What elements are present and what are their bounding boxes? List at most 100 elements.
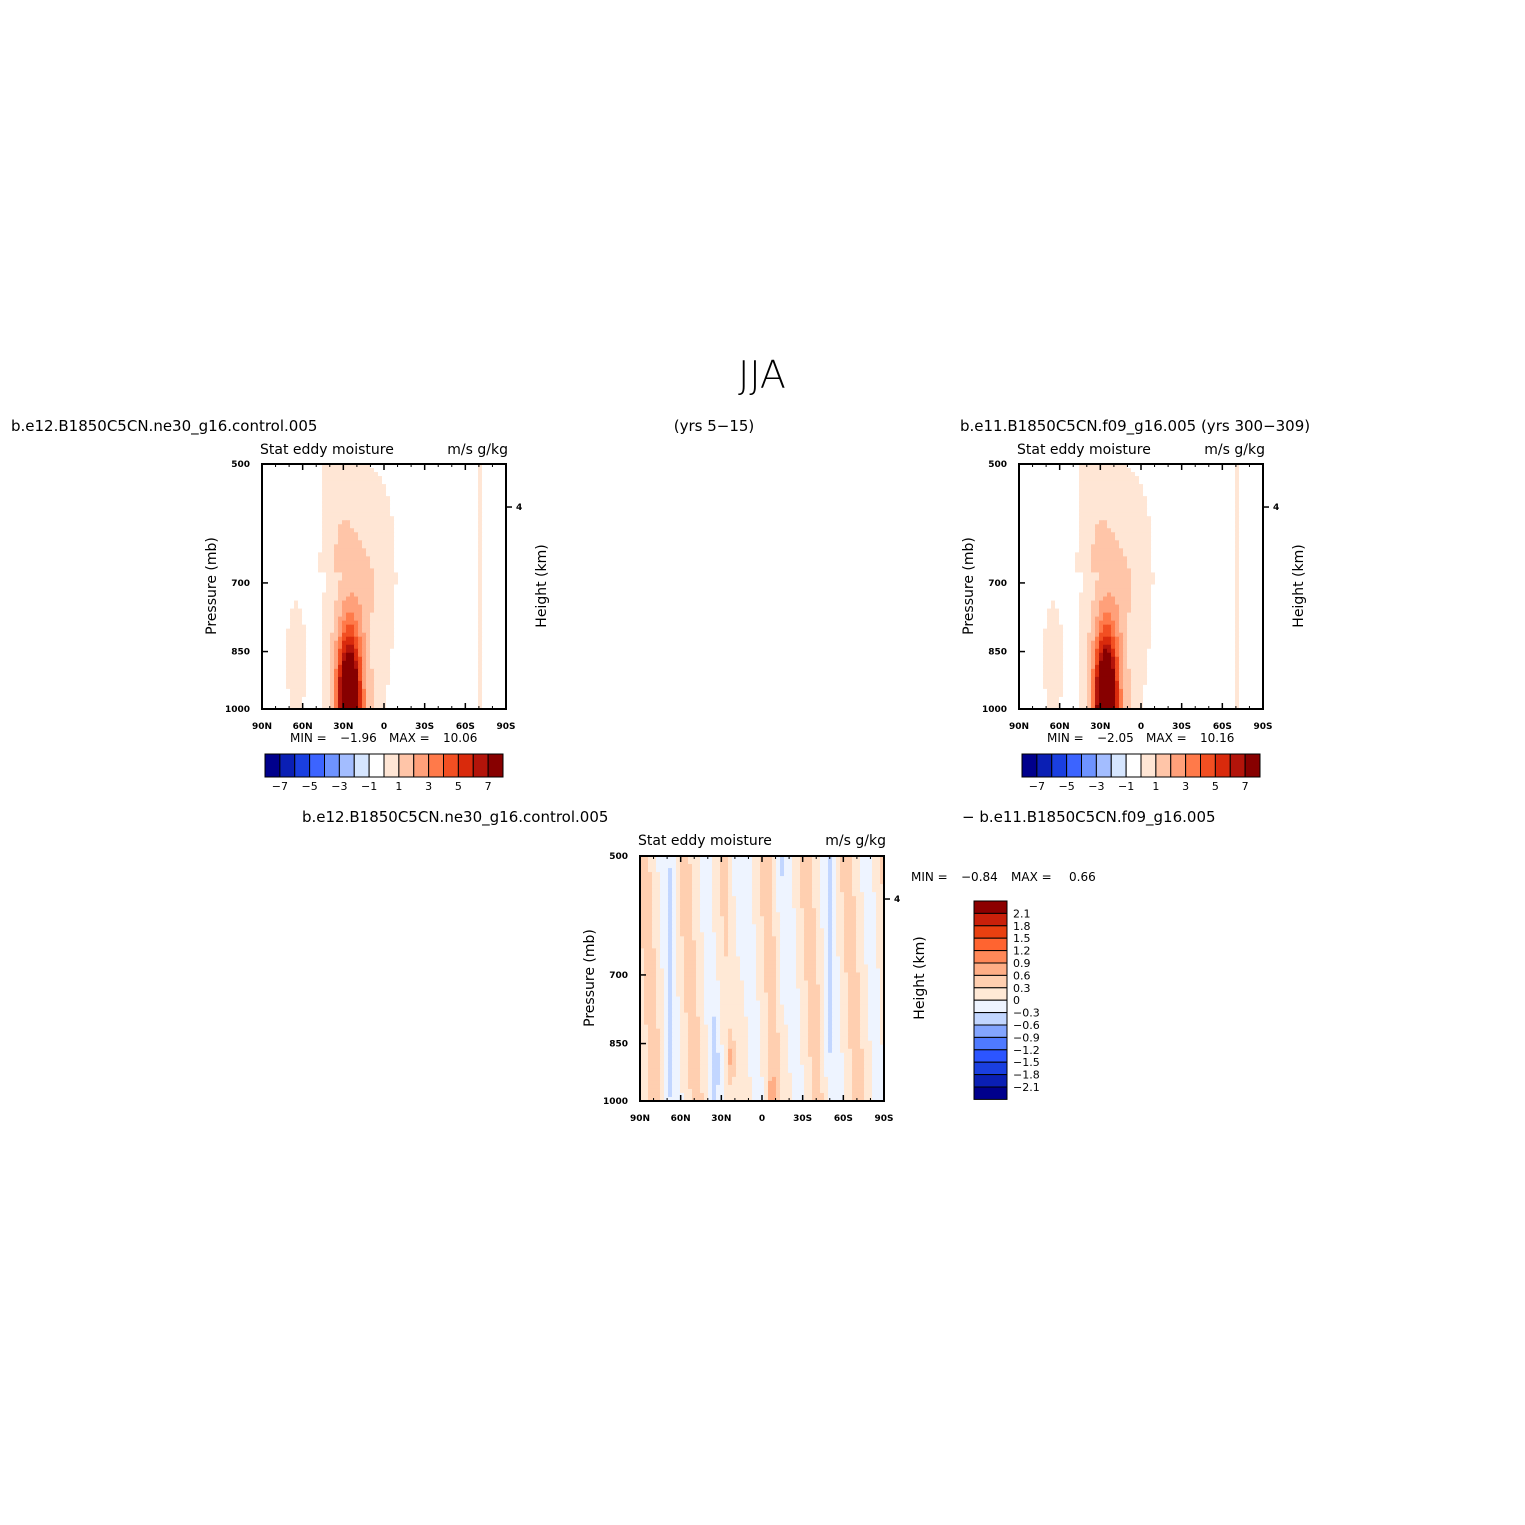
field-cell [466,496,471,501]
field-cell [434,696,439,702]
field-cell [362,560,367,566]
field-cell [418,696,423,702]
field-cell [466,636,471,642]
field-cell [458,544,463,549]
field-cell [474,508,479,513]
field-cell [322,660,327,666]
field-cell [410,488,415,493]
field-cell [322,524,327,529]
field-cell [382,544,387,549]
field-cell [282,484,287,489]
field-cell [502,576,506,582]
field-cell [346,572,351,578]
field-cell [306,592,311,598]
field-cell [322,636,327,642]
field-cell [470,528,475,533]
field-cell [306,680,311,686]
field-cell [330,588,335,594]
field-cell [1127,528,1132,533]
field-cell [430,596,435,602]
field-cell [478,596,483,602]
field-cell [362,540,367,545]
field-cell [482,688,487,694]
field-cell [474,520,479,525]
field-cell [342,640,347,646]
field-cell [354,492,359,497]
field-cell [378,520,383,525]
field-cell [462,652,467,658]
field-cell [314,664,319,670]
field-cell [1111,472,1116,477]
field-cell [470,576,475,582]
field-cell [262,508,267,513]
field-cell [310,556,315,561]
field-cell [378,556,383,561]
field-cell [354,696,359,702]
field-cell [302,520,307,525]
field-cell [390,580,395,586]
field-cell [1019,472,1024,477]
field-cell [414,552,419,557]
field-cell [354,488,359,493]
field-cell [422,484,427,489]
field-cell [398,504,403,509]
field-cell [310,656,315,662]
field-cell [406,664,411,670]
field-cell [442,552,447,557]
field-cell [1251,464,1256,469]
field-cell [490,492,495,497]
colorbar-tick-label: −3 [331,780,347,793]
field-cell [1187,476,1192,481]
field-cell [474,656,479,662]
field-cell [358,624,363,630]
field-cell [410,596,415,602]
field-cell [366,584,371,590]
field-cell [370,608,375,614]
field-cell [394,560,399,566]
field-cell [1155,516,1160,521]
field-cell [358,656,363,662]
field-cell [410,524,415,529]
field-cell [278,616,283,622]
field-cell [462,704,467,709]
field-cell [502,584,506,590]
field-cell [450,544,455,549]
field-cell [1039,476,1044,481]
field-cell [302,548,307,553]
field-cell [298,528,303,533]
field-cell [1027,512,1032,517]
field-cell [1071,504,1076,509]
field-cell [1059,488,1064,493]
field-cell [350,540,355,545]
field-cell [318,704,323,709]
field-cell [382,628,387,634]
field-cell [314,564,319,570]
field-cell [402,592,407,598]
field-cell [278,632,283,638]
field-cell [306,628,311,634]
field-cell [1167,472,1172,477]
field-cell [478,684,483,690]
field-cell [446,680,451,686]
field-cell [1183,536,1188,541]
field-cell [482,464,487,469]
field-cell [294,596,299,602]
field-cell [358,552,363,557]
field-cell [318,692,323,698]
field-cell [370,484,375,489]
field-cell [386,628,391,634]
field-cell [1235,464,1240,469]
field-cell [390,616,395,622]
field-cell [322,572,327,578]
field-cell [418,596,423,602]
field-cell [442,472,447,477]
field-cell [378,480,383,485]
field-cell [270,640,275,646]
field-cell [1095,496,1100,501]
field-cell [322,648,327,654]
field-cell [306,564,311,570]
field-cell [354,632,359,638]
field-cell [470,560,475,566]
field-cell [366,696,371,702]
field-cell [502,468,506,473]
